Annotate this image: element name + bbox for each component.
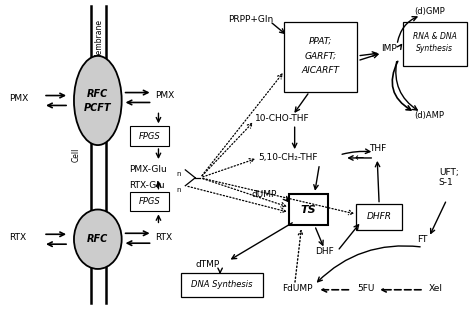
- Text: Synthesis: Synthesis: [416, 44, 453, 53]
- FancyBboxPatch shape: [129, 192, 169, 211]
- Text: n: n: [176, 187, 181, 193]
- Text: FPGS: FPGS: [138, 132, 160, 141]
- FancyBboxPatch shape: [182, 273, 263, 297]
- Text: IMP: IMP: [381, 44, 397, 53]
- FancyBboxPatch shape: [289, 194, 328, 225]
- Text: DHFR: DHFR: [367, 212, 392, 221]
- Text: 5,10-CH₂-THF: 5,10-CH₂-THF: [258, 154, 318, 163]
- Text: THF: THF: [369, 144, 386, 153]
- Text: PRPP+Gln: PRPP+Gln: [228, 15, 273, 24]
- Text: DNA Synthesis: DNA Synthesis: [191, 280, 253, 289]
- Text: RNA & DNA: RNA & DNA: [413, 32, 457, 40]
- Text: Cell: Cell: [72, 148, 81, 162]
- FancyBboxPatch shape: [284, 22, 357, 91]
- Text: FdUMP: FdUMP: [282, 284, 312, 293]
- Text: FT: FT: [417, 235, 428, 244]
- FancyBboxPatch shape: [403, 22, 466, 66]
- Text: RTX-Glu: RTX-Glu: [128, 181, 164, 190]
- Text: PMX: PMX: [155, 91, 175, 100]
- Text: UFT;
S-1: UFT; S-1: [439, 168, 458, 188]
- Text: RTX: RTX: [155, 233, 173, 242]
- Text: (d)GMP: (d)GMP: [414, 7, 445, 16]
- Text: ←: ←: [355, 153, 364, 163]
- Text: DHF: DHF: [316, 247, 334, 256]
- Text: dUMP: dUMP: [252, 190, 277, 199]
- FancyBboxPatch shape: [129, 126, 169, 146]
- Text: RTX: RTX: [9, 233, 27, 242]
- Text: RFC: RFC: [87, 234, 109, 244]
- Text: TS: TS: [301, 205, 316, 214]
- Text: FPGS: FPGS: [138, 197, 160, 206]
- Text: Xel: Xel: [429, 284, 443, 293]
- Text: AICARFT: AICARFT: [301, 66, 339, 75]
- Text: PPAT;: PPAT;: [309, 36, 332, 45]
- Text: RFC: RFC: [87, 89, 109, 99]
- Text: PMX: PMX: [9, 94, 28, 103]
- Text: Membrane: Membrane: [94, 19, 103, 60]
- Text: PCFT: PCFT: [84, 104, 111, 113]
- Text: GARFT;: GARFT;: [304, 51, 337, 60]
- Text: 10-CHO-THF: 10-CHO-THF: [255, 114, 310, 123]
- Text: n: n: [176, 171, 181, 177]
- Text: dTMP: dTMP: [195, 260, 219, 269]
- FancyBboxPatch shape: [356, 204, 402, 230]
- Ellipse shape: [74, 56, 122, 145]
- Text: (d)AMP: (d)AMP: [414, 111, 444, 120]
- Text: PMX-Glu: PMX-Glu: [128, 165, 166, 174]
- Text: 5FU: 5FU: [357, 284, 374, 293]
- Ellipse shape: [74, 210, 122, 269]
